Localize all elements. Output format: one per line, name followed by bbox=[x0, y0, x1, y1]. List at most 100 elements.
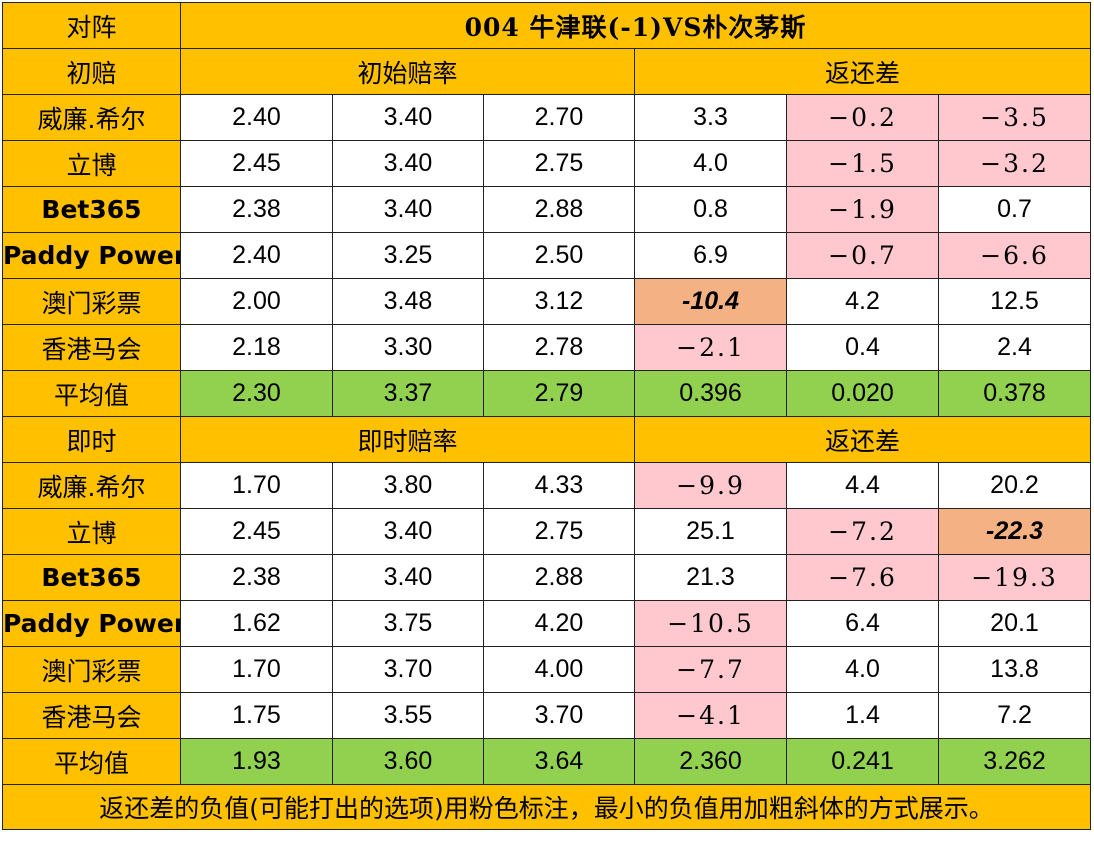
odds-value: 2.45 bbox=[180, 508, 333, 555]
bookmaker-row: 澳门彩票 1.70 3.70 4.00 −7.7 4.0 13.8 bbox=[2, 646, 1092, 693]
bookmaker-row: 立博 2.45 3.40 2.75 25.1 −7.2 -22.3 bbox=[2, 508, 1092, 555]
bookmaker-row: 香港马会 2.18 3.30 2.78 −2.1 0.4 2.4 bbox=[2, 324, 1092, 371]
odds-value: 3.40 bbox=[332, 508, 484, 555]
return-diff-value: 20.2 bbox=[937, 462, 1092, 509]
odds-value: 3.40 bbox=[332, 94, 484, 141]
bookmaker-name: Bet365 bbox=[2, 186, 181, 233]
bookmaker-name: 香港马会 bbox=[2, 324, 181, 371]
odds-value: 2.88 bbox=[483, 554, 635, 601]
average-return-diff: 0.378 bbox=[937, 370, 1092, 417]
average-return-diff: 0.020 bbox=[786, 370, 939, 417]
negative-return-diff: −19.3 bbox=[937, 554, 1092, 601]
odds-value: 2.00 bbox=[180, 278, 333, 325]
odds-value: 2.45 bbox=[180, 140, 333, 187]
live-section-header: 即时 即时赔率 返还差 bbox=[2, 416, 1092, 463]
average-label: 平均值 bbox=[2, 738, 181, 785]
bookmaker-name: 澳门彩票 bbox=[2, 646, 181, 693]
average-odds: 3.37 bbox=[332, 370, 484, 417]
odds-value: 2.18 bbox=[180, 324, 333, 371]
bookmaker-row: Bet365 2.38 3.40 2.88 0.8 −1.9 0.7 bbox=[2, 186, 1092, 233]
footer-note: 返还差的负值(可能打出的选项)用粉色标注，最小的负值用加粗斜体的方式展示。 bbox=[1, 784, 1092, 830]
initial-odds-title: 初始赔率 bbox=[180, 48, 635, 95]
negative-return-diff: -10.4 bbox=[634, 278, 787, 325]
negative-return-diff: −0.7 bbox=[786, 232, 939, 279]
odds-value: 2.75 bbox=[483, 140, 635, 187]
return-diff-value: 0.4 bbox=[786, 324, 939, 371]
bookmaker-row: Paddy Power 2.40 3.25 2.50 6.9 −0.7 −6.6 bbox=[2, 232, 1092, 279]
initial-section-header: 初赔 初始赔率 返还差 bbox=[2, 48, 1092, 95]
return-diff-value: 0.7 bbox=[937, 186, 1092, 233]
average-odds: 1.93 bbox=[180, 738, 333, 785]
odds-value: 1.70 bbox=[180, 646, 333, 693]
bookmaker-name: 澳门彩票 bbox=[2, 278, 181, 325]
negative-return-diff: −1.9 bbox=[786, 186, 939, 233]
odds-value: 3.70 bbox=[332, 646, 484, 693]
bookmaker-row: 威廉.希尔 1.70 3.80 4.33 −9.9 4.4 20.2 bbox=[2, 462, 1092, 509]
return-diff-value: 21.3 bbox=[634, 554, 787, 601]
live-odds-title: 即时赔率 bbox=[180, 416, 635, 463]
bookmaker-name: 威廉.希尔 bbox=[2, 94, 181, 141]
odds-value: 3.48 bbox=[332, 278, 484, 325]
return-diff-value: 20.1 bbox=[937, 600, 1092, 647]
live-average-row: 平均值 1.93 3.60 3.64 2.360 0.241 3.262 bbox=[2, 738, 1092, 785]
odds-value: 3.70 bbox=[483, 692, 635, 739]
average-odds: 2.79 bbox=[483, 370, 635, 417]
bookmaker-name: 香港马会 bbox=[2, 692, 181, 739]
average-return-diff: 0.241 bbox=[786, 738, 939, 785]
return-diff-value: 2.4 bbox=[937, 324, 1092, 371]
return-diff-value: 3.3 bbox=[634, 94, 787, 141]
return-diff-value: 4.0 bbox=[786, 646, 939, 693]
odds-value: 2.75 bbox=[483, 508, 635, 555]
bookmaker-name: 立博 bbox=[2, 508, 181, 555]
return-diff-value: 12.5 bbox=[937, 278, 1092, 325]
bookmaker-name: 威廉.希尔 bbox=[2, 462, 181, 509]
bookmaker-row: 香港马会 1.75 3.55 3.70 −4.1 1.4 7.2 bbox=[2, 692, 1092, 739]
match-label: 对阵 bbox=[2, 2, 181, 49]
odds-value: 2.38 bbox=[180, 554, 333, 601]
match-header-row: 对阵 004 牛津联(-1)VS朴次茅斯 bbox=[2, 2, 1092, 49]
bookmaker-name: Paddy Power bbox=[2, 232, 181, 279]
odds-value: 3.40 bbox=[332, 140, 484, 187]
initial-return-title: 返还差 bbox=[633, 48, 1092, 95]
negative-return-diff: −7.2 bbox=[786, 508, 939, 555]
negative-return-diff: −3.2 bbox=[937, 140, 1092, 187]
negative-return-diff: -22.3 bbox=[937, 508, 1092, 555]
bookmaker-row: 澳门彩票 2.00 3.48 3.12 -10.4 4.2 12.5 bbox=[2, 278, 1092, 325]
odds-value: 3.75 bbox=[332, 600, 484, 647]
odds-value: 2.50 bbox=[483, 232, 635, 279]
odds-value: 1.70 bbox=[180, 462, 333, 509]
odds-value: 3.40 bbox=[332, 186, 484, 233]
return-diff-value: 4.0 bbox=[634, 140, 787, 187]
odds-value: 4.20 bbox=[483, 600, 635, 647]
live-return-title: 返还差 bbox=[633, 416, 1092, 463]
negative-return-diff: −10.5 bbox=[634, 600, 787, 647]
average-return-diff: 0.396 bbox=[634, 370, 787, 417]
odds-sheet: 对阵 004 牛津联(-1)VS朴次茅斯 初赔 初始赔率 返还差 威廉.希尔 2.… bbox=[1, 2, 1092, 830]
odds-value: 2.78 bbox=[483, 324, 635, 371]
odds-value: 2.70 bbox=[483, 94, 635, 141]
bookmaker-row: Paddy Power 1.62 3.75 4.20 −10.5 6.4 20.1 bbox=[2, 600, 1092, 647]
odds-value: 1.62 bbox=[180, 600, 333, 647]
bookmaker-row: 立博 2.45 3.40 2.75 4.0 −1.5 −3.2 bbox=[2, 140, 1092, 187]
odds-value: 4.00 bbox=[483, 646, 635, 693]
negative-return-diff: −4.1 bbox=[634, 692, 787, 739]
return-diff-value: 0.8 bbox=[634, 186, 787, 233]
live-label: 即时 bbox=[2, 416, 181, 463]
return-diff-value: 7.2 bbox=[937, 692, 1092, 739]
return-diff-value: 13.8 bbox=[937, 646, 1092, 693]
return-diff-value: 25.1 bbox=[634, 508, 787, 555]
negative-return-diff: −7.6 bbox=[786, 554, 939, 601]
negative-return-diff: −3.5 bbox=[937, 94, 1092, 141]
odds-value: 3.80 bbox=[332, 462, 484, 509]
odds-table-body: 对阵 004 牛津联(-1)VS朴次茅斯 初赔 初始赔率 返还差 威廉.希尔 2.… bbox=[1, 2, 1092, 830]
odds-value: 2.40 bbox=[180, 232, 333, 279]
odds-value: 3.55 bbox=[332, 692, 484, 739]
odds-table: 对阵 004 牛津联(-1)VS朴次茅斯 初赔 初始赔率 返还差 威廉.希尔 2.… bbox=[1, 2, 1092, 830]
average-return-diff: 2.360 bbox=[634, 738, 787, 785]
average-label: 平均值 bbox=[2, 370, 181, 417]
odds-value: 3.40 bbox=[332, 554, 484, 601]
odds-value: 2.38 bbox=[180, 186, 333, 233]
match-title: 004 牛津联(-1)VS朴次茅斯 bbox=[179, 2, 1092, 49]
return-diff-value: 4.4 bbox=[786, 462, 939, 509]
odds-value: 3.25 bbox=[332, 232, 484, 279]
